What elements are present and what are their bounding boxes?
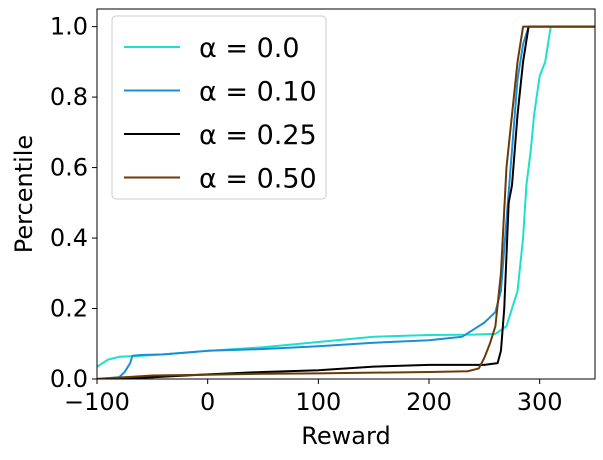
x-tick-label: 200 — [406, 388, 452, 416]
legend-item: α = 0.0 — [124, 33, 300, 64]
x-tick-label: 100 — [295, 388, 341, 416]
legend-label: α = 0.25 — [199, 120, 317, 151]
legend-item: α = 0.10 — [124, 77, 317, 108]
legend-box — [111, 15, 327, 200]
plot-frame — [96, 8, 596, 380]
legend: α = 0.0 α = 0.10 α = 0.25 α = 0.50 — [111, 15, 327, 200]
y-tick-label: 1.0 — [50, 13, 88, 41]
y-axis: 0.0 0.2 0.4 0.6 0.8 1.0 — [50, 13, 97, 393]
x-tick-label: −100 — [64, 388, 130, 416]
legend-label: α = 0.10 — [199, 77, 317, 108]
series-line-1 — [97, 25, 595, 379]
series-line-3 — [97, 25, 595, 379]
series-layer — [97, 25, 595, 379]
legend-label: α = 0.0 — [199, 33, 300, 64]
x-axis: −100 0 100 200 300 — [64, 379, 563, 416]
y-tick-label: 0.2 — [50, 295, 88, 323]
y-tick-label: 0.6 — [50, 154, 88, 182]
y-tick-label: 0.8 — [50, 83, 88, 111]
y-tick-label: 0.4 — [50, 224, 88, 252]
series-line-2 — [97, 25, 595, 379]
x-tick-label: 0 — [200, 388, 215, 416]
legend-item: α = 0.50 — [124, 164, 317, 195]
legend-label: α = 0.50 — [199, 164, 317, 195]
legend-item: α = 0.25 — [124, 120, 317, 151]
x-axis-label: Reward — [301, 422, 390, 450]
y-tick-label: 0.0 — [50, 365, 88, 393]
y-axis-label: Percentile — [10, 135, 38, 253]
x-tick-label: 300 — [517, 388, 563, 416]
